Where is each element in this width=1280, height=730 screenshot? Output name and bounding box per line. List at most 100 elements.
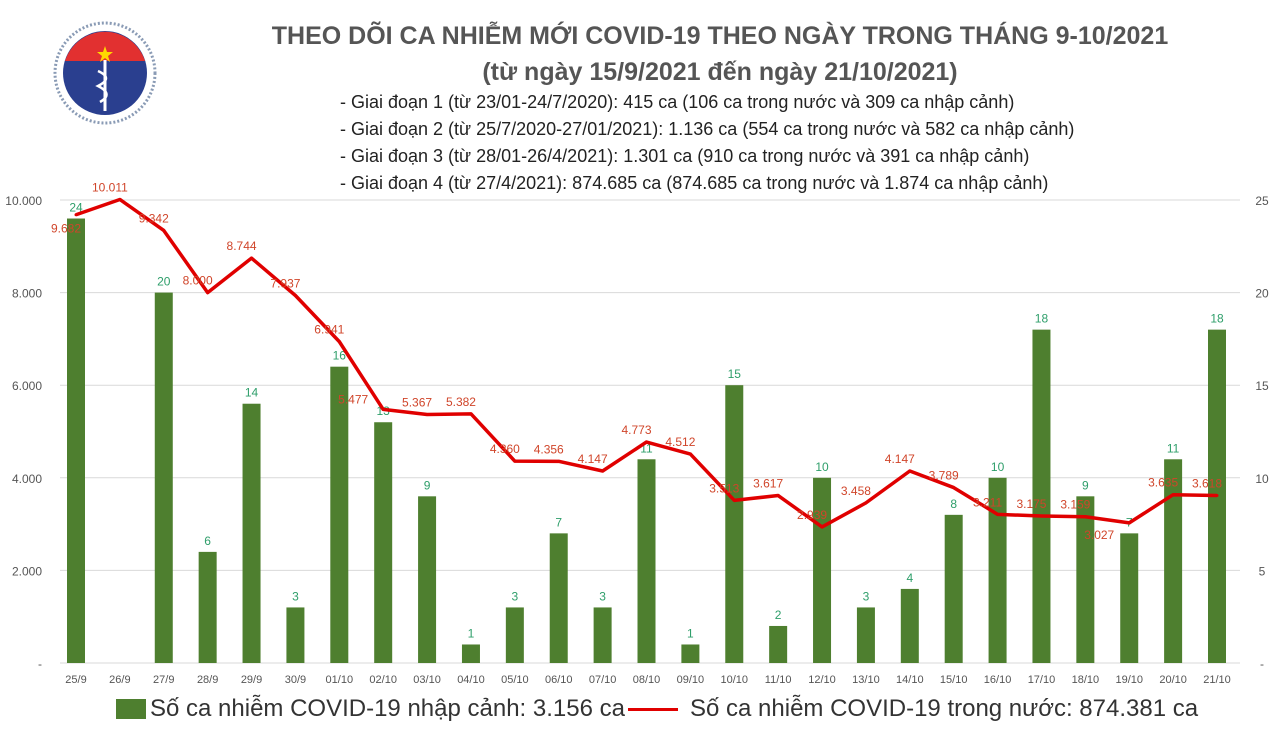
- line-point: [864, 501, 868, 505]
- legend-line-label: Số ca nhiễm COVID-19 trong nước: 874.381…: [690, 695, 1199, 722]
- line-data-label: 3.789: [929, 469, 959, 483]
- x-axis-tick: 28/9: [197, 674, 218, 686]
- bar-imported-cases: [286, 607, 305, 663]
- x-axis-tick: 12/10: [808, 674, 836, 686]
- line-point: [469, 412, 473, 416]
- bar-data-label: 9: [1082, 478, 1089, 492]
- x-axis-tick: 25/9: [65, 674, 86, 686]
- bar-data-label: 24: [69, 201, 83, 215]
- x-axis-tick: 07/10: [589, 674, 617, 686]
- bar-data-label: 9: [424, 478, 431, 492]
- bar-data-label: 1: [468, 626, 475, 640]
- line-data-label: 3.618: [1192, 476, 1222, 490]
- bar-imported-cases: [1032, 329, 1051, 663]
- line-data-label: 8.000: [183, 274, 213, 288]
- line-data-label: 5.477: [338, 392, 368, 406]
- legend-line: Số ca nhiễm COVID-19 trong nước: 874.381…: [628, 695, 1198, 723]
- bar-imported-cases: [330, 366, 349, 663]
- phase-4-text: - Giai đoạn 4 (từ 27/4/2021): 874.685 ca…: [340, 173, 1049, 193]
- line-data-label: 4.147: [578, 452, 608, 466]
- bar-imported-cases: [1076, 496, 1095, 663]
- line-data-label: 3.211: [973, 495, 1002, 509]
- x-axis-tick: 27/9: [153, 674, 174, 686]
- line-data-label: 7.937: [270, 277, 300, 291]
- line-data-label: 3.159: [1060, 498, 1090, 512]
- bar-imported-cases: [681, 644, 700, 663]
- x-axis-tick: 17/10: [1028, 674, 1056, 686]
- right-axis-tick: 20: [1255, 287, 1269, 301]
- line-data-label: 3.513: [709, 481, 739, 495]
- legend-bar-swatch: [116, 699, 146, 719]
- bar-imported-cases: [1120, 533, 1139, 663]
- right-axis-tick: -: [1260, 657, 1264, 671]
- line-point: [1083, 515, 1087, 519]
- bar-data-label: 2: [775, 608, 782, 622]
- line-data-label: 4.773: [621, 423, 651, 437]
- x-axis-tick: 16/10: [984, 674, 1012, 686]
- ministry-of-health-logo: [53, 21, 157, 125]
- line-data-label: 9.682: [51, 222, 81, 236]
- bar-data-label: 3: [292, 589, 299, 603]
- bar-data-label: 11: [1167, 441, 1180, 455]
- bar-data-label: 16: [333, 349, 347, 363]
- line-point: [732, 498, 736, 502]
- x-axis-tick: 11/10: [765, 674, 792, 686]
- bar-imported-cases: [900, 588, 919, 663]
- line-point: [557, 459, 561, 463]
- bar-data-label: 20: [157, 275, 171, 289]
- right-axis-tick: 10: [1255, 472, 1269, 486]
- line-point: [118, 197, 122, 201]
- bar-data-label: 10: [991, 460, 1005, 474]
- line-data-label: 3.458: [841, 484, 871, 498]
- line-data-label: 4.356: [534, 442, 564, 456]
- left-axis-tick: -: [38, 657, 42, 671]
- line-point: [162, 228, 166, 232]
- line-point: [250, 256, 254, 260]
- bar-imported-cases: [461, 644, 480, 663]
- line-point: [513, 459, 517, 463]
- left-axis-tick: 2.000: [12, 564, 42, 578]
- phase-1-text: - Giai đoạn 1 (từ 23/01-24/7/2020): 415 …: [340, 92, 1015, 112]
- bar-data-label: 7: [555, 515, 562, 529]
- bar-imported-cases: [593, 607, 612, 663]
- bar-imported-cases: [637, 459, 656, 663]
- line-point: [952, 486, 956, 490]
- x-axis-tick: 15/10: [940, 674, 968, 686]
- bar-data-label: 3: [863, 589, 870, 603]
- line-point: [996, 512, 1000, 516]
- bar-data-label: 18: [1210, 312, 1224, 326]
- left-axis-tick: 4.000: [12, 472, 42, 486]
- legend-line-swatch: [628, 707, 678, 711]
- bar-data-label: 13: [377, 404, 391, 418]
- bar-data-label: 6: [204, 534, 211, 548]
- bar-imported-cases: [988, 477, 1007, 663]
- line-data-label: 4.512: [665, 435, 695, 449]
- right-axis-tick: 25: [1255, 194, 1269, 208]
- line-data-label: 4.360: [490, 442, 520, 456]
- left-axis-tick: 10.000: [5, 194, 42, 208]
- line-data-label: 2.939: [797, 508, 827, 522]
- line-data-label: 9.342: [139, 211, 169, 225]
- phase-2-text: - Giai đoạn 2 (từ 25/7/2020-27/01/2021):…: [340, 119, 1075, 139]
- bar-data-label: 4: [906, 571, 913, 585]
- x-axis-tick: 06/10: [545, 674, 573, 686]
- x-axis-tick: 21/10: [1203, 674, 1231, 686]
- line-point: [337, 340, 341, 344]
- phase-3-text: - Giai đoạn 3 (từ 28/01-26/4/2021): 1.30…: [340, 146, 1030, 166]
- bar-imported-cases: [198, 551, 217, 663]
- left-axis-tick: 8.000: [12, 287, 42, 301]
- bar-imported-cases: [67, 218, 85, 663]
- line-data-label: 3.027: [1084, 528, 1114, 542]
- line-data-label: 3.635: [1148, 476, 1178, 490]
- bar-data-label: 14: [245, 386, 259, 400]
- bar-imported-cases: [242, 403, 261, 663]
- line-point: [776, 494, 780, 498]
- line-point: [1127, 521, 1131, 525]
- line-point: [820, 525, 824, 529]
- line-data-label: 5.367: [402, 396, 432, 410]
- line-data-label: 5.382: [446, 395, 476, 409]
- x-axis-tick: 10/10: [721, 674, 749, 686]
- x-axis-tick: 20/10: [1159, 674, 1187, 686]
- bar-imported-cases: [418, 496, 437, 663]
